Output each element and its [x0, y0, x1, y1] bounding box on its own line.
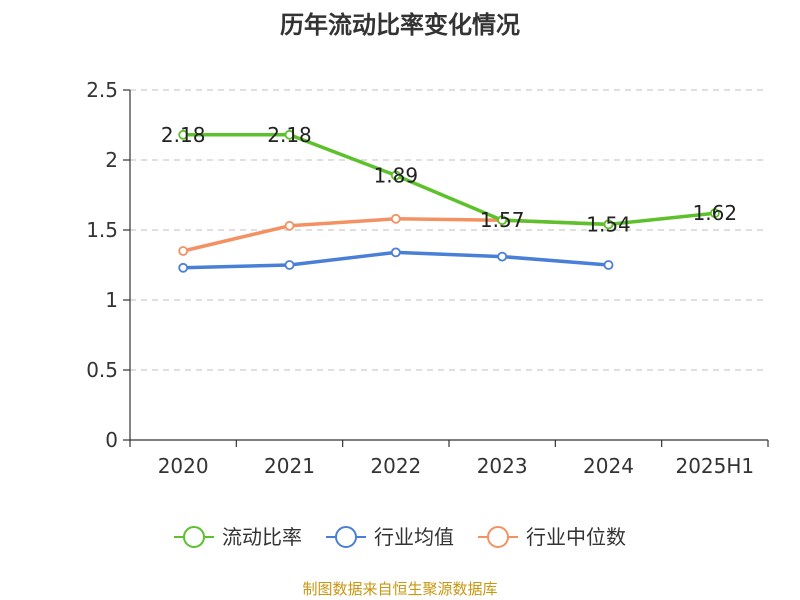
legend-marker-0: [183, 526, 205, 548]
y-tick-label: 2.5: [86, 78, 118, 102]
data-point: [603, 219, 614, 230]
data-label: 1.57: [480, 208, 525, 232]
x-tick-label: 2023: [477, 454, 528, 478]
y-tick-label: 2: [105, 148, 118, 172]
data-label: 2.18: [161, 123, 206, 147]
data-point: [178, 129, 189, 140]
x-axis-ticks: 2020 2021 2022 2023 2024 2025H1: [129, 440, 769, 478]
y-tick-label: 1.5: [86, 218, 118, 242]
legend-label-0: 流动比率: [222, 525, 302, 549]
x-tick-label: 2024: [583, 454, 634, 478]
data-point: [709, 208, 720, 219]
data-labels: 2.18 2.18 1.89 1.57 1.54 1.62: [161, 123, 737, 237]
data-point: [497, 251, 508, 262]
data-point: [497, 215, 508, 226]
x-tick-label: 2025H1: [675, 454, 754, 478]
data-point: [284, 220, 295, 231]
legend-label-2: 行业中位数: [526, 525, 626, 549]
data-point: [284, 129, 295, 140]
x-tick-label: 2020: [158, 454, 209, 478]
y-tick-label: 0.5: [86, 358, 118, 382]
legend-marker-1: [335, 526, 357, 548]
data-point: [603, 260, 614, 270]
y-axis-ticks: 0 0.5 1 1.5 2 2.5: [86, 78, 130, 452]
data-point: [390, 170, 401, 181]
chart-title: 历年流动比率变化情况: [280, 11, 520, 39]
data-point: [390, 247, 401, 258]
data-label: 2.18: [267, 123, 312, 147]
series-points: [178, 129, 720, 273]
legend: 流动比率 行业均值 行业中位数: [174, 525, 626, 549]
series-lines: [181, 133, 717, 270]
data-point: [390, 213, 401, 224]
data-point: [178, 262, 189, 273]
data-label: 1.62: [693, 201, 738, 225]
grid-lines: [130, 89, 768, 371]
series-line-0: [181, 133, 717, 227]
legend-label-1: 行业均值: [374, 525, 454, 549]
data-label: 1.54: [586, 212, 631, 236]
legend-marker-2: [487, 526, 509, 548]
data-point: [178, 246, 189, 256]
y-tick-label: 1: [105, 288, 118, 312]
y-tick-label: 0: [105, 428, 118, 452]
data-label: 1.89: [374, 163, 419, 187]
data-point: [284, 260, 295, 270]
x-tick-label: 2021: [264, 454, 315, 478]
source-note: 制图数据来自恒生聚源数据库: [302, 580, 497, 598]
x-tick-label: 2022: [370, 454, 421, 478]
